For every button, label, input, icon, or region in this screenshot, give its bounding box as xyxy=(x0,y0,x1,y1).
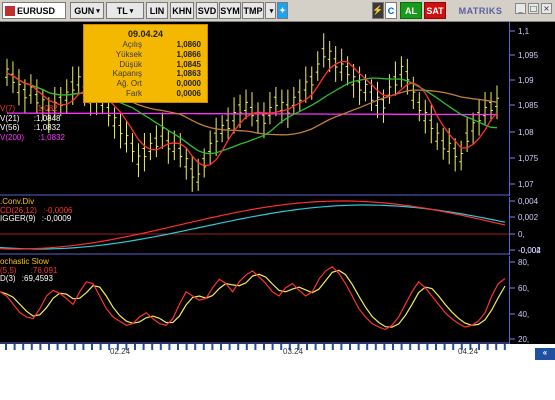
khn-button[interactable]: KHN xyxy=(170,2,194,19)
stochastic-title: ochastic Slow xyxy=(0,257,49,266)
stochastic-legend: ochastic Slow (5,5) :76,091 D(3) :69,459… xyxy=(0,257,58,284)
twitter-button[interactable]: ✦ xyxy=(277,2,288,19)
stoch-axis-tick-label: 40, xyxy=(518,310,529,319)
info-row: Düşük 1,0845 xyxy=(119,59,201,69)
legend-ma7: V(7) :1,082 xyxy=(0,104,58,113)
chevron-right-icon: « xyxy=(542,348,548,357)
legend-k: (5,5) :76,091 xyxy=(0,265,58,275)
legend-ma56: V(56) :1,0832 xyxy=(0,123,61,132)
stochastic-d-line xyxy=(0,269,506,328)
symbol-selector[interactable]: EURUSD xyxy=(2,2,66,19)
ohlc-info-box: 09.04.24 Açılış 1,0860 Yüksek 1,0866 Düşük… xyxy=(83,24,208,103)
symbol-label: EURUSD xyxy=(17,5,56,16)
tmp-button[interactable]: TMP xyxy=(242,2,264,19)
date-label: 04.24 xyxy=(458,347,479,356)
chevron-down-icon: ▾ xyxy=(269,7,274,15)
date-label: 02.24 xyxy=(110,347,131,356)
info-row: Açılış 1,0860 xyxy=(122,40,201,49)
stochastic-k-line xyxy=(0,266,506,331)
macd-trigger-line xyxy=(0,204,506,250)
macd-axis-tick-label: 0,004 xyxy=(518,197,539,206)
symbol-icon xyxy=(5,5,15,16)
macd-axis-tick-label: -0,002 xyxy=(518,246,541,255)
macd-axis-tick-label: -0,004 xyxy=(518,246,541,255)
period-button[interactable]: GUN ▾ xyxy=(70,2,104,19)
lightning-icon: ⚡ xyxy=(372,5,384,15)
info-row: Ağ. Ort 0,0000 xyxy=(116,79,201,89)
chevron-down-icon: ▾ xyxy=(129,7,134,15)
candles xyxy=(4,33,500,192)
close-icon: × xyxy=(543,4,550,13)
macd-panel[interactable]: 0,004 0,002 0, -0,002 -0,004 xyxy=(0,197,555,255)
macd-chart[interactable] xyxy=(0,197,555,255)
info-row: Kapanış 1,0863 xyxy=(112,69,201,79)
price-axis-tick-label: 1,075 xyxy=(518,154,539,163)
maximize-button[interactable]: □ xyxy=(528,3,539,14)
legend-macd: CD(26,12) :-0,0006 xyxy=(0,205,73,215)
chevron-down-icon: ▾ xyxy=(96,7,100,15)
sym-button[interactable]: SYM xyxy=(219,2,241,19)
legend-trigger: IGGER(9) :-0,0009 xyxy=(0,214,72,223)
price-axis[interactable]: 1,1 1,095 1,09 1,085 1,08 1,075 1,07 xyxy=(509,22,555,196)
maximize-icon: □ xyxy=(529,4,538,13)
stochastic-chart[interactable] xyxy=(0,256,555,344)
legend-ma21: V(21) :1,0848 xyxy=(0,113,61,123)
dropdown-button[interactable]: ▾ xyxy=(265,2,276,19)
macd-line xyxy=(0,200,506,250)
price-axis-tick-label: 1,09 xyxy=(518,76,534,85)
price-axis-tick-label: 1,08 xyxy=(518,128,534,137)
stoch-axis-tick-label: 20, xyxy=(518,335,529,344)
macd-legend: .Conv.Div CD(26,12) :-0,0006 IGGER(9) :-… xyxy=(0,197,73,224)
twitter-icon: ✦ xyxy=(279,6,286,15)
legend-d: D(3) :69,4593 xyxy=(0,274,53,283)
macd-axis-tick-label: 0, xyxy=(518,230,525,239)
close-button[interactable]: × xyxy=(541,3,552,14)
flash-button[interactable]: ⚡ xyxy=(372,2,384,19)
stoch-axis-tick-label: 80, xyxy=(518,258,529,267)
price-legend: V(7) :1,082 V(21) :1,0848 V(56) :1,0832 … xyxy=(0,104,65,142)
linear-button[interactable]: LIN xyxy=(146,2,168,19)
info-row: Yüksek 1,0866 xyxy=(115,49,201,59)
minimize-button[interactable]: _ xyxy=(515,3,526,14)
macd-title: .Conv.Div xyxy=(0,197,35,206)
date-label: 03.24 xyxy=(283,347,304,356)
macd-axis-tick-label: 0,002 xyxy=(518,213,539,222)
currency-button[interactable]: TL ▾ xyxy=(106,2,144,19)
stochastic-axis[interactable]: 80, 60, 40, 20, xyxy=(509,256,555,344)
date-axis[interactable]: 02.24 03.24 04.24 « xyxy=(0,344,555,400)
scroll-right-button[interactable]: « xyxy=(535,348,555,360)
price-axis-tick-label: 1,085 xyxy=(518,101,539,110)
c-button[interactable]: C xyxy=(385,2,397,19)
info-row: Fark 0,0006 xyxy=(126,88,201,98)
price-axis-tick-label: 1,1 xyxy=(518,27,530,36)
legend-ma200: V(200) :1,0832 xyxy=(0,132,65,142)
sell-button[interactable]: SAT xyxy=(424,2,446,19)
price-axis-tick-label: 1,095 xyxy=(518,51,539,60)
minimize-icon: _ xyxy=(518,4,523,13)
info-date: 09.04.24 xyxy=(127,29,164,39)
stochastic-panel[interactable]: 80, 60, 40, 20, xyxy=(0,256,555,344)
brand-logo: MATRIKS xyxy=(453,2,508,19)
toolbar: EURUSD GUN ▾ TL ▾ LIN KHN SVD SYM TMP ▾ ✦ … xyxy=(0,0,555,22)
macd-axis[interactable]: 0,004 0,002 0, -0,002 -0,004 xyxy=(509,197,555,255)
stoch-axis-tick-label: 60, xyxy=(518,284,529,293)
price-axis-tick-label: 1,07 xyxy=(518,180,534,189)
buy-button[interactable]: AL xyxy=(400,2,422,19)
svd-button[interactable]: SVD xyxy=(196,2,218,19)
